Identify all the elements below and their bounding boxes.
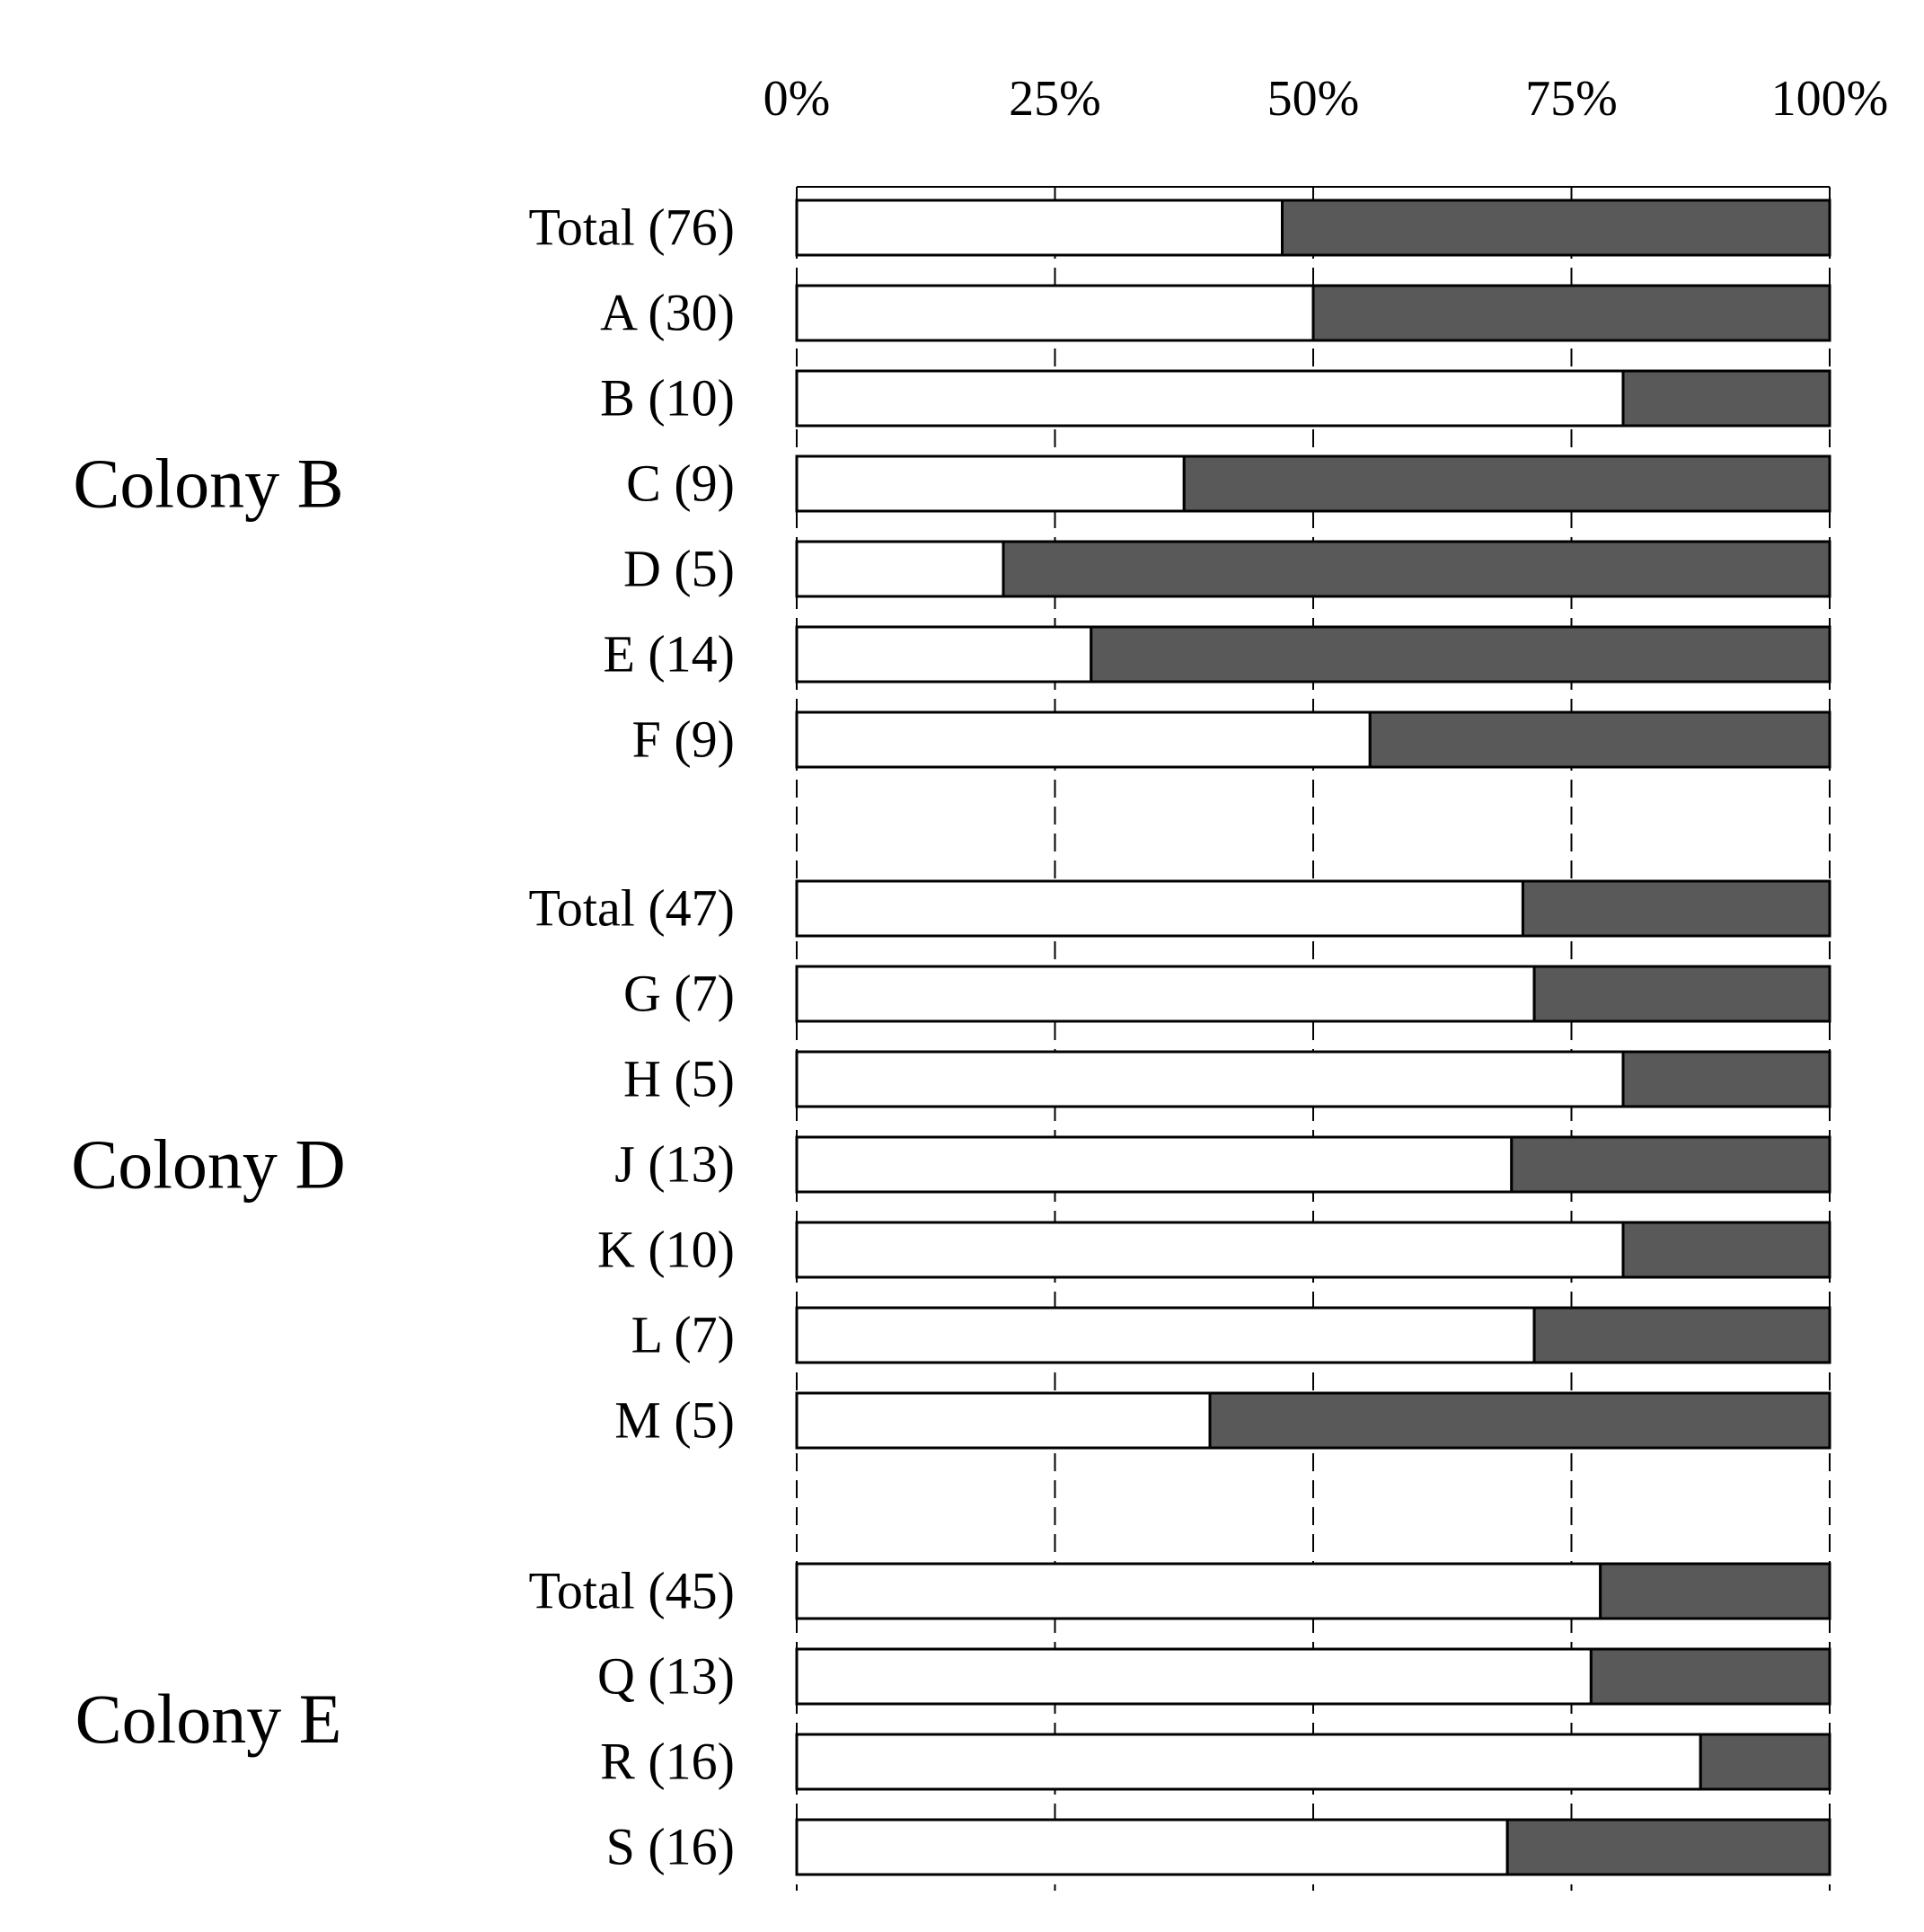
bar-segment-dark xyxy=(1208,1391,1831,1450)
bar-segment-white xyxy=(795,1221,1625,1279)
bar-segment-dark xyxy=(1311,284,1831,342)
labels: 0% 25% 50% 75% 100% Total (76) A (30) B (10) C (… xyxy=(71,71,1888,1876)
bar-label: G (7) xyxy=(623,965,735,1023)
bar-segment-white xyxy=(795,1135,1514,1194)
bar-segment-dark xyxy=(1182,454,1831,513)
bar-label: K (10) xyxy=(597,1221,735,1279)
bar-segment-white xyxy=(795,1050,1625,1108)
bar-label: A (30) xyxy=(600,284,735,342)
bars xyxy=(795,198,1831,1876)
bar-label: S (16) xyxy=(606,1818,735,1876)
bar-segment-white xyxy=(795,1562,1602,1620)
bar-segment-dark xyxy=(1699,1733,1831,1791)
bar-segment-dark xyxy=(1090,625,1831,684)
group-label: Colony E xyxy=(75,1680,342,1758)
x-tick-label: 25% xyxy=(1009,71,1101,127)
x-tick-label: 0% xyxy=(763,71,831,127)
bar-label: D (5) xyxy=(623,540,735,598)
bar-segment-dark xyxy=(1621,1221,1831,1279)
bar-segment-white xyxy=(795,198,1284,257)
bar-segment-white xyxy=(795,1818,1509,1876)
bar-label: F (9) xyxy=(632,710,735,769)
bar-segment-white xyxy=(795,965,1536,1023)
x-tick-label: 100% xyxy=(1771,71,1889,127)
bar-segment-white xyxy=(795,1647,1593,1706)
bar-label: Total (45) xyxy=(529,1562,735,1620)
bar-label: Total (76) xyxy=(529,198,735,257)
bar-segment-white xyxy=(795,625,1093,684)
bar-segment-dark xyxy=(1505,1818,1831,1876)
bar-segment-dark xyxy=(1599,1562,1831,1620)
bar-label: H (5) xyxy=(623,1050,735,1108)
bar-segment-dark xyxy=(1368,710,1831,769)
gridlines xyxy=(796,186,1831,1891)
bar-label: B (10) xyxy=(600,369,735,428)
bar-label: E (14) xyxy=(603,625,735,684)
bar-label: L (7) xyxy=(631,1306,735,1364)
bar-segment-dark xyxy=(1589,1647,1831,1706)
x-tick-label: 50% xyxy=(1267,71,1360,127)
bar-label: M (5) xyxy=(614,1391,735,1450)
bar-segment-white xyxy=(795,1306,1536,1364)
bar-segment-dark xyxy=(1621,1050,1831,1108)
bar-label: J (13) xyxy=(614,1135,735,1194)
bar-segment-white xyxy=(795,284,1315,342)
bar-segment-white xyxy=(795,1733,1702,1791)
bar-label: R (16) xyxy=(600,1733,735,1791)
bar-segment-dark xyxy=(1532,965,1831,1023)
bar-segment-white xyxy=(795,1391,1212,1450)
bar-segment-white xyxy=(795,540,1005,598)
bar-segment-dark xyxy=(1621,369,1831,428)
bar-segment-dark xyxy=(1532,1306,1831,1364)
bar-segment-white xyxy=(795,454,1186,513)
bar-label: C (9) xyxy=(626,454,735,513)
x-tick-label: 75% xyxy=(1525,71,1618,127)
bar-segment-dark xyxy=(1521,879,1831,938)
group-label: Colony B xyxy=(73,445,343,523)
bar-segment-dark xyxy=(1510,1135,1831,1194)
bar-segment-dark xyxy=(1281,198,1831,257)
bar-label: Total (47) xyxy=(529,879,735,938)
group-label: Colony D xyxy=(71,1125,346,1204)
bar-segment-dark xyxy=(1002,540,1831,598)
bar-segment-white xyxy=(795,879,1524,938)
bar-segment-white xyxy=(795,710,1372,769)
bar-label: Q (13) xyxy=(597,1647,735,1706)
bar-segment-white xyxy=(795,369,1625,428)
